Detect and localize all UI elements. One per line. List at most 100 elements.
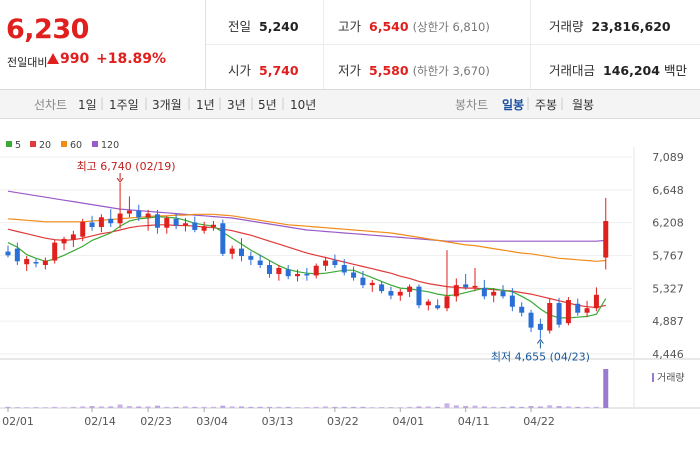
volume-bar <box>304 407 310 408</box>
line-chart-label: 선차트 <box>34 98 68 112</box>
candle-body <box>14 248 20 262</box>
volume-bar <box>173 406 179 408</box>
volume-bar <box>603 369 609 408</box>
volume-bar <box>575 406 581 408</box>
legend-label: 20 <box>39 140 51 151</box>
candle-body <box>285 269 291 277</box>
volume-bar <box>519 406 525 408</box>
low-annotation: 최저 4,655 (04/23) <box>491 350 590 363</box>
volume-bar <box>98 406 104 408</box>
x-tick-label: 02/01 <box>2 415 34 428</box>
candle-body <box>229 248 235 254</box>
candle-body <box>108 218 114 224</box>
tab-3y[interactable]: 3년 <box>227 98 246 112</box>
tab-weekly[interactable]: 주봉 <box>535 98 558 112</box>
volume-bar <box>248 406 254 408</box>
y-tick-label: 7,089 <box>652 151 684 164</box>
tab-1y[interactable]: 1년 <box>196 98 215 112</box>
candle-body <box>220 223 226 254</box>
tab-monthly[interactable]: 월봉 <box>572 98 595 112</box>
legend-label: 5 <box>15 140 21 151</box>
volume-bar <box>42 407 48 408</box>
candle-body <box>593 294 599 309</box>
candle-body <box>61 238 67 244</box>
candle-body <box>332 260 338 266</box>
x-tick-label: 03/22 <box>327 415 359 428</box>
tab-5y[interactable]: 5년 <box>258 98 277 112</box>
candle-body <box>201 226 207 231</box>
candle-body <box>154 214 160 228</box>
volume-bar <box>70 406 76 408</box>
volume-bar <box>491 406 497 408</box>
x-tick-label: 04/01 <box>392 415 424 428</box>
volume-bar <box>33 407 39 408</box>
volume-bar <box>24 407 30 408</box>
ma60-line <box>7 213 606 262</box>
volume-bar <box>229 406 235 408</box>
candle-body <box>435 305 441 309</box>
volume-bar <box>509 406 515 408</box>
x-tick-label: 04/11 <box>458 415 490 428</box>
candle-body <box>379 284 385 292</box>
volume-bar <box>5 406 11 408</box>
amount-info: 거래대금 146,204 백만 <box>549 63 687 78</box>
volume-bar <box>351 406 357 408</box>
volume-label: 거래량 <box>657 372 685 384</box>
volume-bar <box>61 407 67 408</box>
y-tick-label: 5,767 <box>652 250 684 263</box>
volume-bar <box>407 406 413 408</box>
volume-bar <box>388 407 394 408</box>
candle-body <box>192 222 198 230</box>
candle-body <box>323 260 329 266</box>
tab-3m[interactable]: 3개월 <box>152 98 182 112</box>
prev-close: 전일 5,240 <box>228 19 299 34</box>
candle-body <box>584 308 590 313</box>
candle-body <box>80 221 86 237</box>
volume-bar <box>182 406 188 408</box>
candle-body <box>519 306 525 313</box>
tab-10y[interactable]: 10년 <box>290 98 317 112</box>
volume-bar <box>210 406 216 408</box>
volume-bar <box>444 403 450 408</box>
candle-body <box>341 265 347 273</box>
candle-body <box>89 222 95 227</box>
tab-daily[interactable]: 일봉 <box>502 98 525 112</box>
candle-body <box>575 303 581 313</box>
candle-body <box>182 223 188 226</box>
price-box: 6,230 전일대비 990 +18.89% <box>0 0 206 89</box>
legend-swatch <box>61 141 67 147</box>
candle-body <box>117 213 123 224</box>
tab-1w[interactable]: 1주일 <box>109 98 139 112</box>
volume-bar <box>164 406 170 408</box>
legend-swatch <box>92 141 98 147</box>
volume-bar <box>117 404 123 408</box>
candle-body <box>210 224 216 227</box>
legend-label: 120 <box>101 140 119 151</box>
chart-tabs: 선차트 1일 | 1주일 | 3개월 | 1년 | 3년 | 5년 | 10년 … <box>0 90 700 119</box>
candle-body <box>500 291 506 297</box>
volume-bar <box>108 406 114 408</box>
volume-bar <box>397 407 403 408</box>
candle-body <box>388 291 394 296</box>
quote-header: 6,230 전일대비 990 +18.89% 전일 5,240 고가 6,540 (상… <box>0 0 700 90</box>
price-chart: 7,089 6,648 6,208 5,767 5,327 4,887 4,446 5 20 60… <box>0 140 700 428</box>
candle-body <box>444 296 450 309</box>
candle-body <box>276 267 282 274</box>
volume-bar <box>14 407 20 408</box>
volume-bar <box>435 406 441 408</box>
volume-bar <box>257 406 263 408</box>
legend-swatch <box>30 141 36 147</box>
volume-bar <box>323 406 329 408</box>
tab-1d[interactable]: 1일 <box>78 98 97 112</box>
candle-body <box>70 234 76 240</box>
up-triangle-icon <box>47 53 59 64</box>
volume-info: 거래량 23,816,620 <box>549 19 671 34</box>
volume-bar <box>453 405 459 408</box>
candle-body <box>351 272 357 278</box>
volume-bar <box>584 406 590 408</box>
x-tick-label: 04/22 <box>523 415 555 428</box>
ma5-line <box>7 215 607 319</box>
candle-body <box>164 218 170 228</box>
candle-body <box>24 259 30 265</box>
ma20-line <box>7 224 606 309</box>
